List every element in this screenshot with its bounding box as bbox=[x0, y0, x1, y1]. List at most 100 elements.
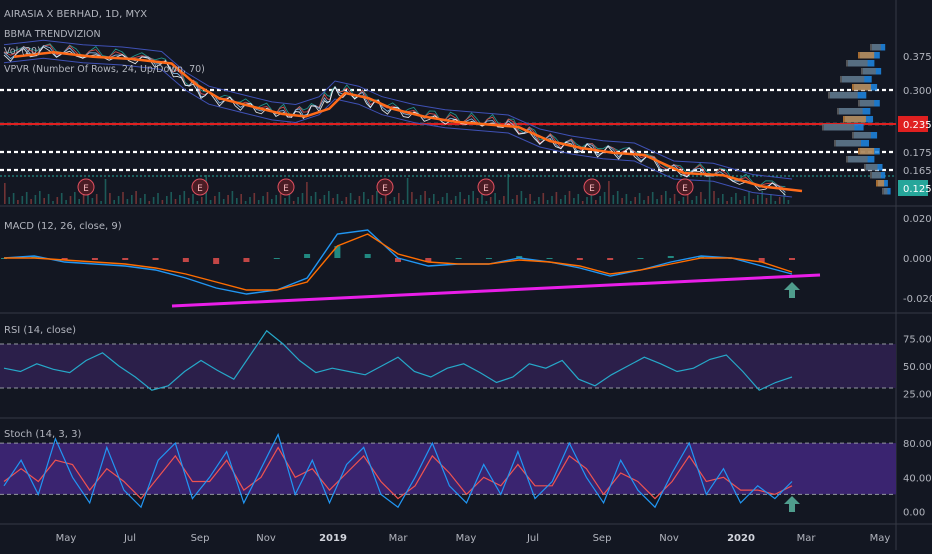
vpvr-bar-down bbox=[846, 156, 868, 163]
volume-bar bbox=[695, 196, 698, 204]
vpvr-bar-down bbox=[864, 164, 878, 171]
volume-bar bbox=[187, 198, 190, 204]
vpvr-bar-down bbox=[882, 188, 888, 195]
volume-bar bbox=[573, 198, 575, 204]
volume-bar bbox=[39, 191, 41, 204]
volume-bar bbox=[266, 192, 269, 204]
vpvr-bar-down bbox=[843, 116, 866, 123]
volume-bar bbox=[236, 198, 238, 204]
highlight-price-badge bbox=[898, 116, 928, 132]
indicator-vpvr: VPVR (Number Of Rows, 24, Up/Down, 70) bbox=[4, 64, 205, 75]
volume-bar bbox=[542, 193, 545, 204]
time-tick-label: Jul bbox=[526, 533, 539, 544]
macd-hist-bar bbox=[213, 258, 220, 264]
vpvr-bar-down bbox=[858, 100, 875, 107]
macd-signal-line bbox=[4, 233, 793, 291]
volume-bar bbox=[511, 199, 514, 204]
volume-bar bbox=[739, 200, 742, 204]
volume-bar bbox=[170, 192, 172, 204]
macd-label: MACD (12, 26, close, 9) bbox=[4, 221, 122, 232]
volume-bar bbox=[765, 198, 768, 204]
macd-hist-bar bbox=[758, 258, 765, 262]
stoch-tick-label: 0.00 bbox=[903, 507, 925, 518]
earnings-marker-label: E bbox=[682, 184, 688, 194]
macd-hist-bar bbox=[273, 258, 280, 259]
indicator-volume: Vol (20) bbox=[4, 46, 41, 57]
vpvr-bar-down bbox=[822, 124, 855, 131]
volume-bar bbox=[306, 182, 308, 204]
volume-bar bbox=[713, 191, 715, 204]
rsi-label: RSI (14, close) bbox=[4, 325, 76, 336]
price-tick-label: 0.175 bbox=[903, 148, 932, 159]
volume-bar bbox=[227, 195, 229, 204]
volume-bar bbox=[113, 200, 115, 204]
macd-hist-bar bbox=[698, 256, 705, 258]
volume-bar bbox=[25, 192, 28, 204]
macd-trendline bbox=[171, 273, 821, 308]
volume-bar bbox=[516, 195, 518, 204]
volume-bar bbox=[69, 196, 72, 204]
volume-bar bbox=[65, 200, 67, 204]
time-tick-label: Mar bbox=[797, 533, 817, 544]
volume-bar bbox=[603, 192, 606, 204]
macd-hist-bar bbox=[91, 258, 98, 260]
volume-bar bbox=[586, 197, 588, 204]
macd-pane bbox=[1, 229, 821, 308]
volume-bar bbox=[109, 193, 111, 204]
stoch-label: Stoch (14, 3, 3) bbox=[4, 429, 81, 440]
vpvr-bar-down bbox=[852, 84, 871, 91]
volume-bar bbox=[708, 177, 711, 204]
volume-bar bbox=[520, 191, 523, 204]
price-tick-label: 0.300 bbox=[903, 86, 932, 97]
macd-hist-bar bbox=[152, 258, 159, 260]
volume-bar bbox=[612, 195, 615, 204]
volume-bar bbox=[630, 201, 632, 204]
volume-bar bbox=[686, 193, 689, 204]
earnings-marker bbox=[583, 178, 601, 196]
volume-bar bbox=[341, 201, 343, 204]
earnings-marker-label: E bbox=[483, 184, 489, 194]
volume-bar bbox=[406, 178, 409, 204]
volume-bar bbox=[682, 197, 685, 204]
volume-bar bbox=[787, 200, 790, 204]
volume-bar bbox=[209, 200, 212, 204]
vpvr-bar-down bbox=[858, 148, 875, 155]
macd-hist-bar bbox=[607, 258, 614, 260]
volume-bar bbox=[665, 191, 667, 204]
volume-bar bbox=[222, 199, 225, 204]
volume-bar bbox=[323, 195, 326, 204]
volume-bar bbox=[673, 194, 676, 204]
time-tick-label: Mar bbox=[389, 533, 409, 544]
stoch-k-line bbox=[3, 432, 793, 509]
volume-bar bbox=[599, 196, 601, 204]
volume-bar bbox=[161, 200, 164, 204]
macd-hist-bar bbox=[637, 258, 644, 259]
volume-bar bbox=[82, 195, 85, 204]
volume-bar bbox=[691, 200, 693, 204]
vpvr-bar-down bbox=[828, 92, 858, 99]
volume-bar bbox=[367, 199, 369, 204]
time-tick-label: Sep bbox=[593, 533, 612, 544]
price-tick-label: 0.235 bbox=[903, 120, 932, 131]
volume-bar bbox=[328, 191, 330, 204]
volume-bar bbox=[17, 200, 19, 204]
volume-bar bbox=[380, 198, 383, 204]
volume-bar bbox=[358, 196, 361, 204]
volume-bar bbox=[411, 192, 413, 204]
chart-title: AIRASIA X BERHAD, 1D, MYX bbox=[4, 9, 147, 20]
time-tick-label: May bbox=[456, 533, 477, 544]
volume-bar bbox=[660, 195, 663, 204]
volume-bar bbox=[564, 195, 566, 204]
volume-bar bbox=[634, 197, 636, 204]
volume-bar bbox=[481, 194, 483, 204]
volume-bar bbox=[100, 201, 102, 204]
volume-bar bbox=[152, 197, 155, 204]
volume-bar bbox=[56, 197, 59, 204]
bb-lower bbox=[3, 57, 793, 198]
volume-bar bbox=[297, 197, 299, 204]
volume-bar bbox=[678, 201, 680, 204]
volume-bar bbox=[262, 196, 264, 204]
volume-bar bbox=[415, 199, 418, 204]
macd-tick-label: 0.000 bbox=[903, 254, 932, 265]
